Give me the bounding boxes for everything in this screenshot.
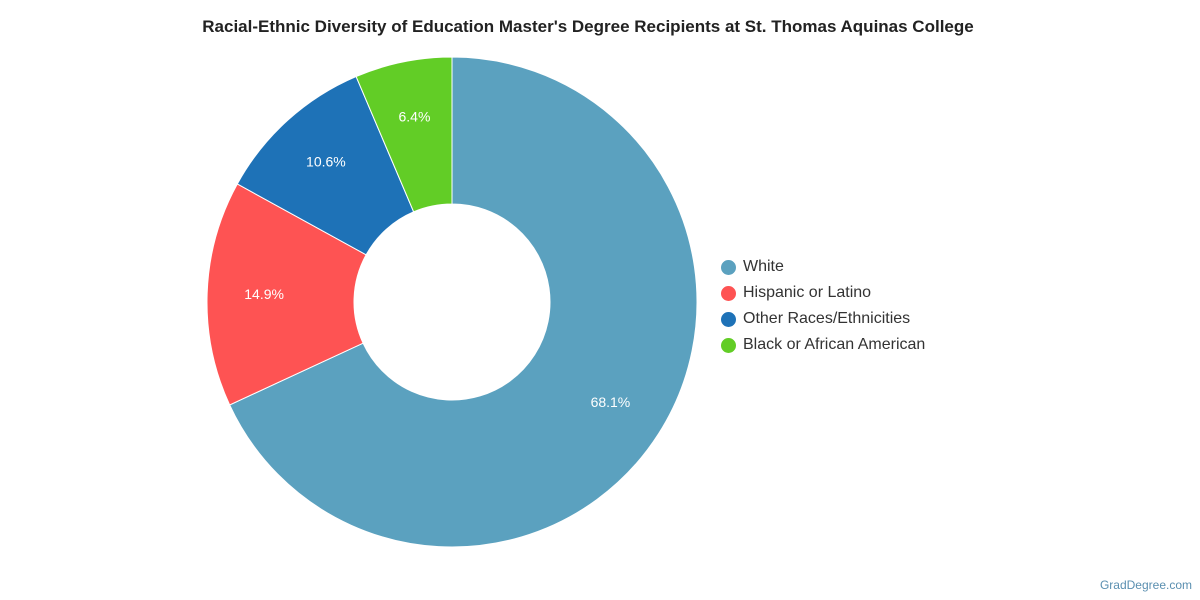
slice-label-hispanic-or-latino: 14.9%: [244, 286, 284, 302]
legend: White Hispanic or Latino Other Races/Ethni…: [721, 254, 925, 358]
slice-white[interactable]: [229, 56, 698, 548]
legend-label: Hispanic or Latino: [743, 284, 872, 301]
legend-label: White: [743, 258, 784, 275]
slice-label-other-races-ethnicities: 10.6%: [306, 153, 346, 169]
slice-hispanic-or-latino[interactable]: [206, 183, 367, 406]
slice-labels-group: 68.1% 14.9% 10.6% 6.4%: [244, 108, 630, 409]
legend-item-black-or-african-american[interactable]: Black or African American: [721, 332, 925, 358]
chart-title: Racial-Ethnic Diversity of Education Mas…: [202, 17, 974, 36]
source-credit[interactable]: GradDegree.com: [1099, 578, 1192, 592]
legend-swatch-icon: [721, 259, 736, 275]
slice-label-white: 68.1%: [591, 394, 631, 410]
legend-swatch-icon: [721, 311, 736, 327]
slices-group: [206, 56, 698, 548]
legend-swatch-icon: [721, 337, 736, 353]
legend-label: Black or African American: [743, 336, 926, 353]
legend-swatch-icon: [721, 285, 736, 301]
legend-label: Other Races/Ethnicities: [743, 310, 911, 327]
slice-label-black-or-african-american: 6.4%: [398, 108, 430, 124]
legend-item-other-races-ethnicities[interactable]: Other Races/Ethnicities: [721, 306, 925, 332]
legend-item-white[interactable]: White: [721, 254, 925, 280]
slice-black-or-african-american[interactable]: [355, 56, 453, 213]
slice-other-races-ethnicities[interactable]: [236, 75, 415, 256]
legend-item-hispanic-or-latino[interactable]: Hispanic or Latino: [721, 280, 925, 306]
